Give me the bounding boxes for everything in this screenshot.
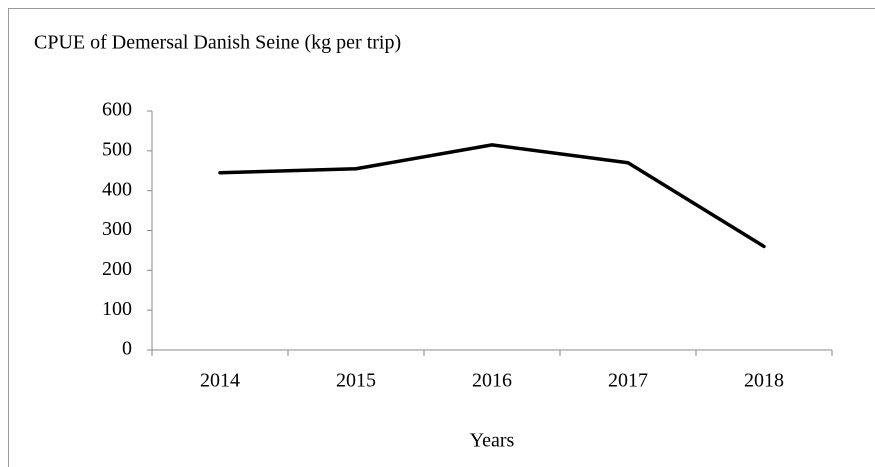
y-tick-label: 200 bbox=[102, 258, 132, 280]
y-tick-label: 500 bbox=[102, 138, 132, 160]
y-tick-label: 600 bbox=[102, 99, 132, 121]
y-tick-label: 0 bbox=[122, 338, 132, 360]
x-tick-label: 2014 bbox=[200, 370, 240, 392]
chart-border bbox=[8, 8, 875, 467]
y-tick-label: 300 bbox=[102, 218, 132, 240]
y-tick-label: 400 bbox=[102, 178, 132, 200]
data-line bbox=[218, 143, 766, 249]
x-tick-label: 2018 bbox=[744, 370, 784, 392]
x-tick-label: 2017 bbox=[608, 370, 648, 392]
chart-title: CPUE of Demersal Danish Seine (kg per tr… bbox=[34, 32, 401, 54]
x-tick-label: 2016 bbox=[472, 370, 512, 392]
x-tick-label: 2015 bbox=[336, 370, 376, 392]
y-tick-label: 100 bbox=[102, 298, 132, 320]
x-axis-label: Years bbox=[470, 430, 515, 452]
